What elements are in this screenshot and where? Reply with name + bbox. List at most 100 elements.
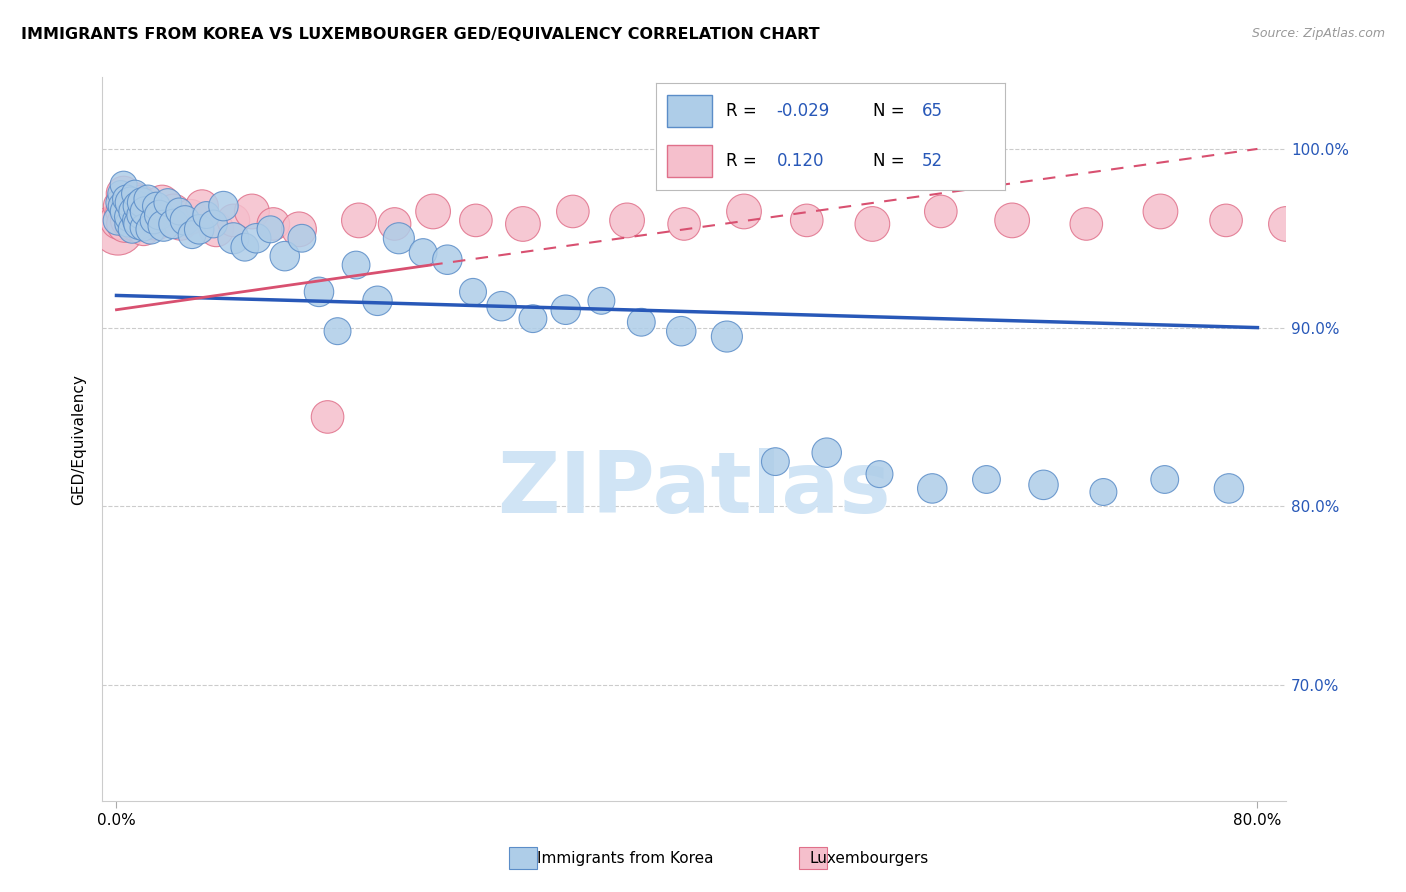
Point xyxy=(132,220,155,235)
Point xyxy=(134,204,156,219)
Point xyxy=(860,217,883,231)
Point xyxy=(111,199,134,213)
Point xyxy=(148,208,170,222)
Point xyxy=(120,217,142,231)
Point xyxy=(112,178,135,192)
Point xyxy=(1218,482,1240,496)
Point xyxy=(388,231,411,245)
Point xyxy=(796,213,818,227)
Point xyxy=(188,222,211,236)
Point xyxy=(222,231,245,245)
Point xyxy=(716,329,738,343)
Point xyxy=(142,213,165,227)
Point xyxy=(145,199,167,213)
Point xyxy=(156,213,179,227)
Point xyxy=(169,217,191,231)
Point xyxy=(127,199,149,213)
Point xyxy=(167,204,190,219)
Text: Source: ZipAtlas.com: Source: ZipAtlas.com xyxy=(1251,27,1385,40)
Point xyxy=(522,311,544,326)
Point xyxy=(139,222,162,236)
Point xyxy=(114,204,136,219)
Point xyxy=(1092,485,1115,500)
Text: IMMIGRANTS FROM KOREA VS LUXEMBOURGER GED/EQUIVALENCY CORRELATION CHART: IMMIGRANTS FROM KOREA VS LUXEMBOURGER GE… xyxy=(21,27,820,42)
Point xyxy=(118,210,141,224)
Point xyxy=(110,199,132,213)
Point xyxy=(554,302,576,317)
Point xyxy=(120,195,142,210)
Point xyxy=(240,204,263,219)
Point xyxy=(129,195,152,210)
Point xyxy=(1001,213,1024,227)
Point xyxy=(162,217,184,231)
Point xyxy=(136,192,159,206)
Point xyxy=(131,210,153,224)
Point xyxy=(1032,478,1054,492)
Point xyxy=(117,213,139,227)
Point xyxy=(131,195,153,210)
Point xyxy=(174,213,197,227)
Point xyxy=(136,213,159,227)
Text: Immigrants from Korea: Immigrants from Korea xyxy=(537,851,714,865)
Point xyxy=(129,208,152,222)
Point xyxy=(384,217,406,231)
Point xyxy=(112,186,135,201)
Point xyxy=(616,213,638,227)
Point xyxy=(117,217,139,231)
Point xyxy=(128,213,150,227)
Point xyxy=(591,293,613,308)
Point xyxy=(145,217,167,231)
Point xyxy=(222,213,245,227)
Point xyxy=(108,195,131,210)
Point xyxy=(156,195,179,210)
Y-axis label: GED/Equivalency: GED/Equivalency xyxy=(72,374,86,505)
Point xyxy=(122,210,145,224)
Point xyxy=(1076,217,1098,231)
Text: Luxembourgers: Luxembourgers xyxy=(810,851,928,865)
Point xyxy=(976,473,998,487)
Point xyxy=(1153,473,1175,487)
Point xyxy=(115,195,138,210)
Point xyxy=(181,227,204,242)
Point xyxy=(124,186,146,201)
Point xyxy=(150,195,173,210)
Point xyxy=(673,217,696,231)
Point xyxy=(763,455,786,469)
Point xyxy=(114,217,136,231)
Point xyxy=(128,217,150,231)
Point xyxy=(124,192,146,206)
Point xyxy=(108,213,131,227)
Point xyxy=(512,217,534,231)
Point xyxy=(316,409,339,424)
Point xyxy=(259,222,281,236)
Point xyxy=(1215,213,1237,227)
Point xyxy=(202,217,225,231)
Point xyxy=(344,258,367,272)
Point xyxy=(134,199,156,213)
Point xyxy=(212,199,235,213)
Point xyxy=(107,213,129,227)
Point xyxy=(412,245,434,260)
Point xyxy=(671,324,693,338)
Point xyxy=(152,219,174,233)
Point xyxy=(422,204,444,219)
Point xyxy=(127,204,149,219)
Point xyxy=(288,222,311,236)
Point xyxy=(274,249,297,263)
Point xyxy=(107,222,129,236)
Point xyxy=(125,213,148,227)
Point xyxy=(347,213,370,227)
Point xyxy=(461,285,484,299)
Point xyxy=(815,445,838,459)
Point xyxy=(366,293,388,308)
Point xyxy=(132,222,155,236)
Point xyxy=(630,315,652,329)
Point xyxy=(122,204,145,219)
Point xyxy=(464,213,486,227)
Point xyxy=(491,299,513,313)
Point xyxy=(1149,204,1171,219)
Point xyxy=(929,204,952,219)
Point xyxy=(191,199,214,213)
Point xyxy=(326,324,349,338)
Point xyxy=(245,231,267,245)
